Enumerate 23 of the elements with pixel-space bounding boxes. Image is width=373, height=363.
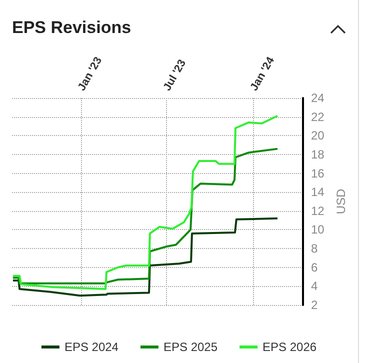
y-tick-label: 2: [311, 298, 318, 312]
y-tick-label: 18: [311, 147, 325, 162]
x-tick-label: Jan '24: [248, 54, 278, 93]
line-series: [12, 217, 278, 297]
y-tick-label: 12: [311, 204, 325, 218]
y-tick-label: 24: [311, 91, 325, 105]
chart-title: EPS Revisions: [12, 18, 132, 38]
y-tick-label: 16: [311, 166, 325, 180]
y-tick-label: 14: [311, 185, 325, 200]
x-tick-label: Jul '23: [161, 58, 189, 93]
y-tick-label: 4: [311, 279, 318, 294]
legend-label: EPS 2024: [64, 340, 119, 354]
line-series: [12, 148, 278, 284]
legend-label: EPS 2026: [262, 340, 317, 354]
y-axis-title: USD: [334, 188, 348, 214]
y-tick-label: 6: [311, 260, 318, 274]
legend-label: EPS 2025: [163, 340, 218, 354]
line-series: [12, 114, 278, 290]
y-tick-label: 20: [311, 128, 325, 143]
y-tick-label: 8: [311, 242, 318, 256]
x-tick-label: Jan '23: [76, 55, 105, 93]
y-tick-label: 22: [311, 110, 325, 124]
y-tick-label: 10: [311, 222, 325, 237]
